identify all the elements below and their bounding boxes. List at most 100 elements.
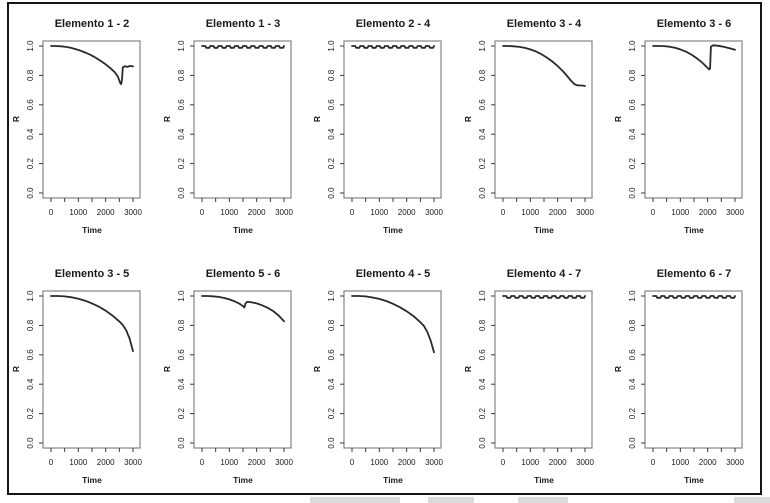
x-tick-label: 2000 [549,458,567,467]
y-tick-label: 0.6 [628,99,637,111]
y-tick-label: 0.4 [628,128,637,140]
x-tick-label: 2000 [398,208,416,217]
x-tick-label: 3000 [124,458,142,467]
y-tick-label: 0.8 [327,69,336,81]
y-tick-label: 0.2 [478,407,487,419]
y-axis-label: R [11,366,21,372]
subplot-svg: Elemento 1 - 2 0 1000 2000 3000 0.0 0.2 0.4 0.6 0… [11,18,142,235]
y-tick-label: 0.6 [327,349,336,361]
y-tick-label: 0.6 [26,349,35,361]
y-tick-label: 0.4 [26,128,35,140]
y-axis-label: R [11,116,21,122]
panel-title: Elemento 1 - 3 [205,18,280,30]
x-axis-label: Time [534,225,554,235]
x-tick-label: 0 [49,458,54,467]
y-axis-label: R [312,366,322,372]
subplot-svg: Elemento 3 - 5 0 1000 2000 3000 0.0 0.2 0.4 0.6 0… [11,268,142,485]
x-tick-label: 2000 [247,458,265,467]
y-tick-label: 1.0 [177,40,186,52]
x-axis-label: Time [685,225,705,235]
subplot-elemento-3---6: Elemento 3 - 6 0 1000 2000 3000 0.0 0.2 0.4 0.6 0… [611,4,762,254]
y-tick-label: 0.0 [177,187,186,199]
subplot-elemento-3---4: Elemento 3 - 4 0 1000 2000 3000 0.0 0.2 0.4 0.6 0… [461,4,612,254]
y-tick-label: 0.0 [26,187,35,199]
x-tick-label: 1000 [672,208,690,217]
plot-box [192,40,292,199]
x-tick-label: 0 [501,208,506,217]
x-tick-label: 3000 [576,458,594,467]
y-tick-label: 0.8 [177,319,186,331]
y-tick-label: 0.8 [628,69,637,81]
x-tick-label: 3000 [726,458,744,467]
series-line [501,295,586,299]
x-tick-label: 0 [501,458,506,467]
y-tick-label: 0.0 [478,187,487,199]
shadow-artifact [310,497,400,503]
y-tick-label: 0.2 [177,407,186,419]
y-tick-label: 0.2 [478,157,487,169]
x-tick-label: 1000 [371,458,389,467]
panel-title: Elemento 6 - 7 [657,268,732,280]
x-tick-label: 0 [199,208,204,217]
panel-title: Elemento 1 - 2 [55,18,130,30]
y-tick-label: 0.6 [26,99,35,111]
y-tick-label: 0.8 [177,69,186,81]
y-tick-label: 0.0 [327,187,336,199]
y-tick-label: 0.8 [26,69,35,81]
y-axis-label: R [613,116,623,122]
x-tick-label: 2000 [699,208,717,217]
subplot-elemento-5---6: Elemento 5 - 6 0 1000 2000 3000 0.0 0.2 0.4 0.6 0… [160,254,311,503]
y-tick-label: 0.2 [628,157,637,169]
y-tick-label: 0.2 [327,157,336,169]
series-line [200,295,285,323]
x-tick-label: 0 [49,208,54,217]
plot-box [494,40,593,199]
x-tick-label: 2000 [97,208,115,217]
y-tick-label: 0.4 [478,378,487,390]
y-tick-label: 1.0 [478,290,487,302]
panel-title: Elemento 5 - 6 [205,268,280,280]
y-tick-label: 0.6 [177,99,186,111]
panel-title: Elemento 4 - 5 [356,268,431,280]
x-tick-label: 1000 [69,208,87,217]
y-tick-label: 0.6 [327,99,336,111]
y-axis-label: R [613,366,623,372]
y-tick-label: 0.2 [327,407,336,419]
x-tick-label: 3000 [425,208,443,217]
x-tick-label: 1000 [521,458,539,467]
series-line [652,295,737,299]
y-tick-label: 0.0 [177,437,186,449]
x-tick-label: 2000 [97,458,115,467]
x-tick-label: 0 [350,458,355,467]
subplot-elemento-4---7: Elemento 4 - 7 0 1000 2000 3000 0.0 0.2 0.4 0.6 0… [461,254,612,503]
y-tick-label: 1.0 [177,290,186,302]
y-tick-label: 0.4 [177,128,186,140]
x-axis-label: Time [534,475,554,485]
y-tick-label: 0.0 [628,187,637,199]
y-axis-label: R [463,366,473,372]
y-tick-label: 0.2 [26,407,35,419]
x-tick-label: 1000 [220,458,238,467]
x-tick-label: 1000 [672,458,690,467]
subplot-svg: Elemento 5 - 6 0 1000 2000 3000 0.0 0.2 0.4 0.6 0… [162,268,293,485]
shadow-artifact [428,497,474,503]
series-line [501,45,586,87]
x-tick-label: 1000 [220,208,238,217]
y-tick-label: 0.4 [628,378,637,390]
plot-box [42,290,141,449]
y-tick-label: 0.6 [177,349,186,361]
series-line [652,44,737,71]
y-tick-label: 1.0 [327,290,336,302]
subplot-svg: Elemento 3 - 6 0 1000 2000 3000 0.0 0.2 0.4 0.6 0… [613,18,744,235]
x-axis-label: Time [82,225,102,235]
y-tick-label: 1.0 [478,40,487,52]
subplot-elemento-1---2: Elemento 1 - 2 0 1000 2000 3000 0.0 0.2 0.4 0.6 0… [9,4,160,254]
x-tick-label: 2000 [549,208,567,217]
y-tick-label: 0.4 [177,378,186,390]
x-tick-label: 1000 [521,208,539,217]
y-tick-label: 1.0 [26,290,35,302]
plot-box [192,290,292,449]
subplot-elemento-4---5: Elemento 4 - 5 0 1000 2000 3000 0.0 0.2 0.4 0.6 0… [310,254,461,503]
